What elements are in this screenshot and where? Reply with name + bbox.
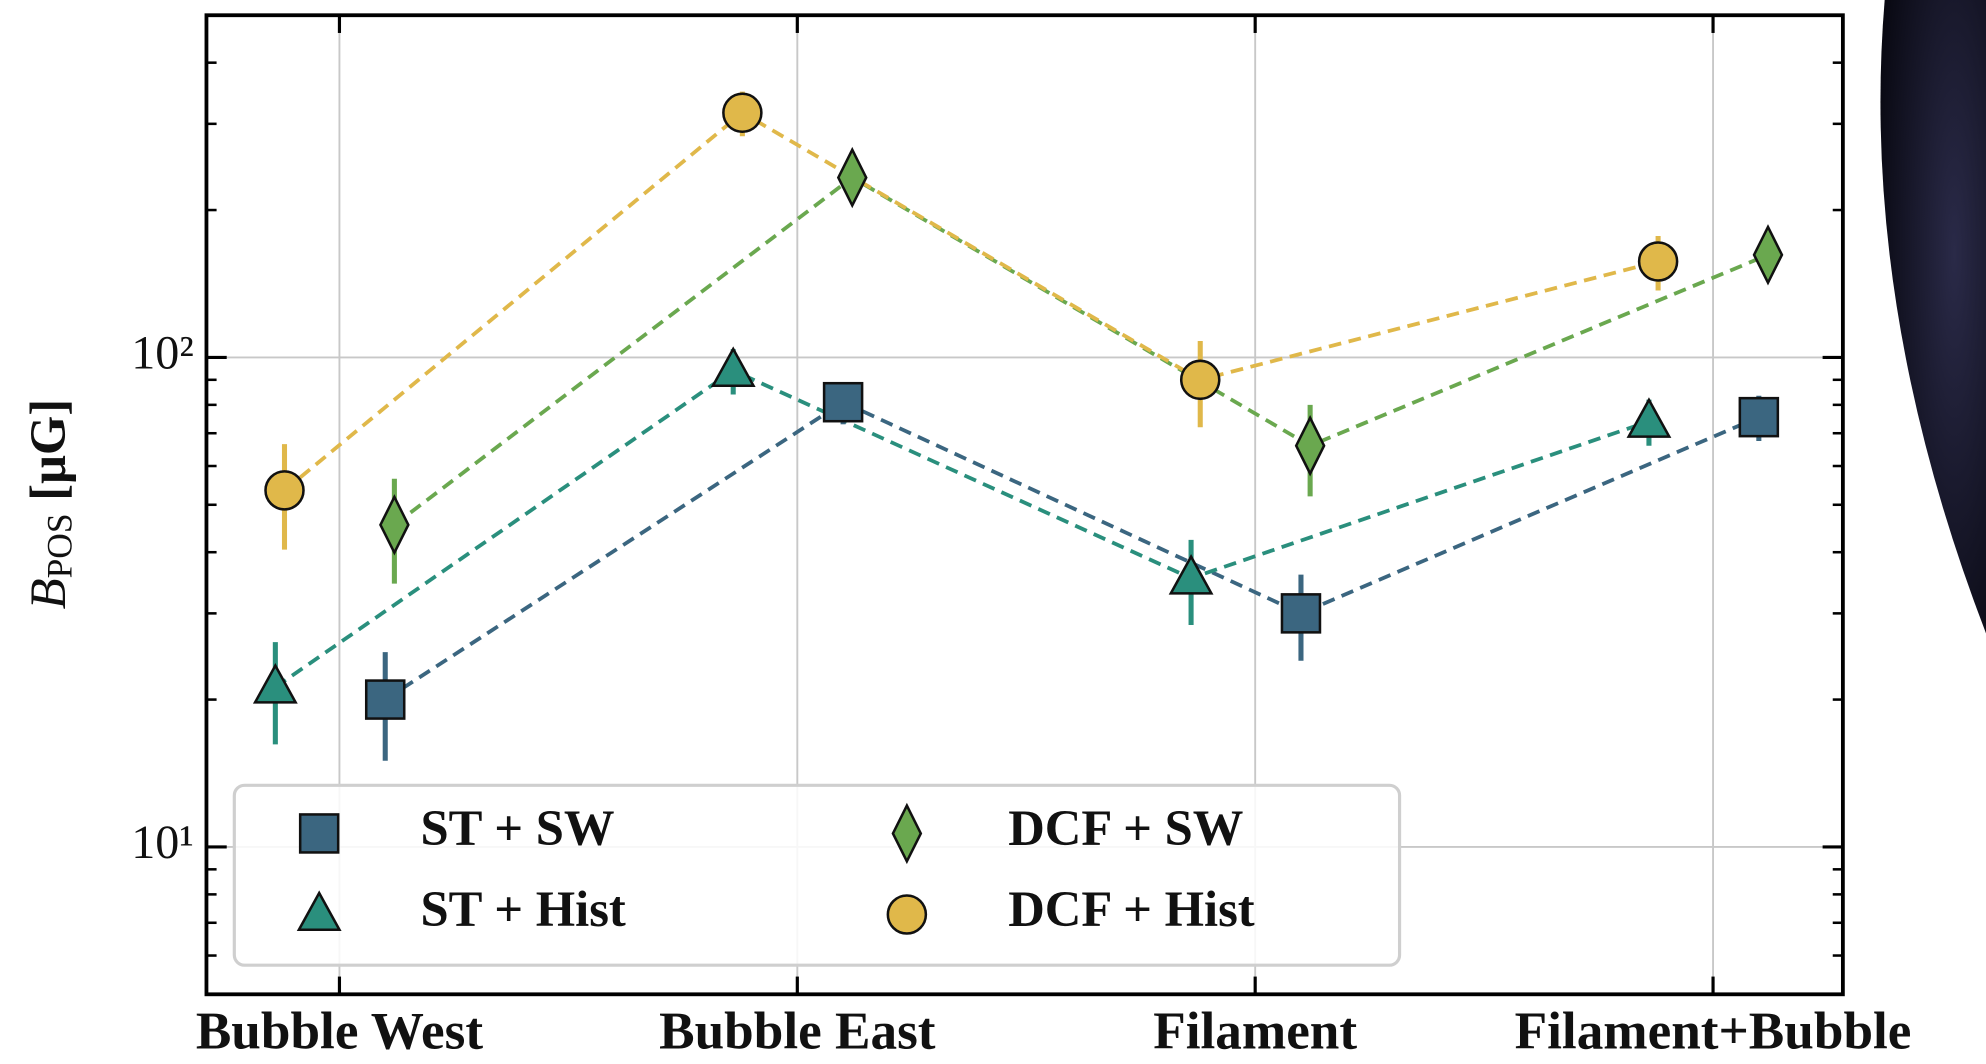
y-tick-label: 10² xyxy=(131,326,194,379)
y-label-symbol: B xyxy=(20,578,76,609)
background-image xyxy=(1880,0,1986,634)
y-label-subscript: POS xyxy=(39,513,79,578)
errorbar-layer xyxy=(272,91,1771,761)
legend-label: DCF + Hist xyxy=(1008,881,1255,937)
marker xyxy=(1637,241,1679,282)
marker xyxy=(1626,397,1672,438)
x-tick-label: Bubble West xyxy=(196,1001,483,1060)
marker xyxy=(264,470,305,511)
x-tick-label: Filament+Bubble xyxy=(1515,1001,1912,1060)
y-axis-label: BPOS [μG] xyxy=(20,399,80,610)
x-tick-label: Bubble East xyxy=(659,1001,936,1060)
y-tick-label: 10¹ xyxy=(131,816,194,869)
marker xyxy=(822,381,864,423)
legend-label: ST + SW xyxy=(421,800,615,856)
y-label-unit: [μG] xyxy=(20,399,76,501)
lines-layer xyxy=(274,110,1769,702)
marker xyxy=(364,679,406,720)
legend-label: DCF + SW xyxy=(1008,800,1243,856)
marker xyxy=(1738,396,1780,438)
legend-box xyxy=(232,783,1402,967)
marker xyxy=(891,802,923,865)
marker xyxy=(298,813,340,854)
legend: ST + SW ST + Hist DCF + SW DCF + Hist xyxy=(232,783,1402,967)
marker xyxy=(1280,593,1322,634)
series-line xyxy=(283,110,1659,492)
marker xyxy=(1294,415,1326,477)
marker xyxy=(379,494,410,556)
series-line xyxy=(393,175,1769,527)
series-line xyxy=(274,368,1650,689)
series-line xyxy=(384,400,1760,702)
marker-layer xyxy=(252,92,1784,720)
marker xyxy=(1168,554,1214,595)
marker xyxy=(1752,224,1784,286)
marker xyxy=(710,346,756,388)
legend-label: ST + Hist xyxy=(421,881,626,937)
x-tick-label: Filament xyxy=(1153,1001,1357,1060)
marker xyxy=(252,663,298,704)
marker xyxy=(886,894,928,935)
marker xyxy=(1179,359,1221,401)
plot-frame xyxy=(204,13,1845,997)
marker xyxy=(836,146,868,209)
marker xyxy=(296,890,342,931)
marker xyxy=(722,92,763,134)
